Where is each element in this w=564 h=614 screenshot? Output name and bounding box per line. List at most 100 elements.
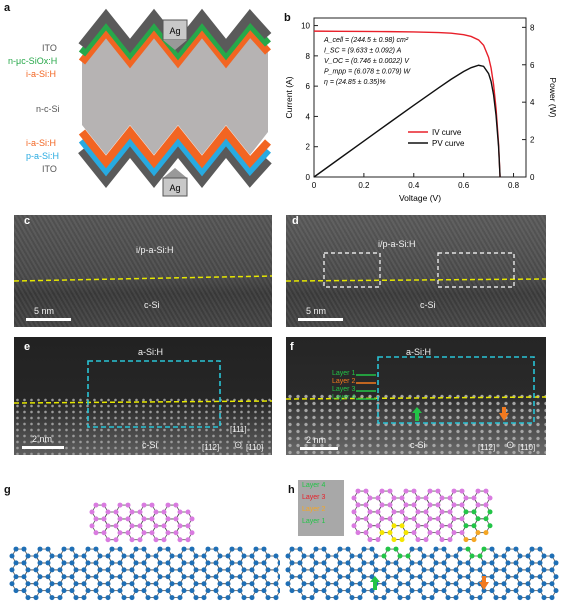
c-si-lattice-h-atom	[357, 553, 363, 559]
c-si-lattice-h-atom	[301, 553, 307, 559]
panel-e: e a-Si:H c-Si 2 nm [111] [112] [110] ⊙	[0, 337, 280, 457]
c-si-lattice-g-atom	[205, 588, 211, 594]
a-si-lattice-g-atom	[93, 502, 99, 508]
c-si-lattice-h-atom	[289, 574, 295, 580]
c-si-lattice-g-atom	[73, 567, 79, 573]
a-si-lattice-h-atom	[355, 502, 361, 508]
a-si-lattice-h-atom	[363, 502, 369, 508]
c-si-lattice-g-atom	[21, 588, 27, 594]
a-si-lattice-h-atom	[415, 509, 421, 515]
c-si-lattice-h-atom	[397, 595, 403, 601]
a-si-lattice-h-atom	[435, 488, 441, 494]
c-si-lattice-g-atom	[129, 581, 135, 587]
c-si-lattice-h-atom	[537, 588, 543, 594]
region-label-c: i/p-a-Si:H	[136, 245, 174, 255]
c-si-lattice-g-atom	[141, 574, 147, 580]
c-si-lattice-g-atom	[273, 595, 279, 601]
a-si-lattice-h-atom	[463, 523, 469, 529]
a-si-lattice-h-atom	[415, 537, 421, 543]
c-si-lattice-h-atom	[297, 588, 303, 594]
a-si-lattice-g-atom	[137, 537, 143, 543]
lattice-model-h	[285, 488, 559, 601]
annotation-0: A_cell = (244.5 ± 0.98) cm²	[323, 37, 409, 44]
a-si-lattice-h-atom	[483, 488, 489, 494]
c-si-lattice-h-atom	[493, 595, 499, 601]
c-si-lattice-g-atom	[201, 567, 207, 573]
a-si-lattice-h-atom	[387, 502, 393, 508]
panel-f: f Layer 1 Layer 2 Layer 3 Layer 4 a-Si:H…	[282, 337, 564, 457]
a-si-lattice-h-atom	[363, 488, 369, 494]
c-si-lattice-g-atom	[165, 588, 171, 594]
lattice-model-g	[9, 502, 280, 601]
c-si-lattice-g-atom	[33, 581, 39, 587]
a-si-lattice-h-atom	[447, 537, 453, 543]
tem-image-d: i/p-a-Si:H c-Si 5 nm	[286, 215, 546, 327]
x-tick-label: 0.4	[408, 181, 420, 190]
c-si-lattice-g-atom	[177, 595, 183, 601]
c-si-lattice-g-atom	[273, 581, 279, 587]
c-si-lattice-h-atom	[457, 560, 463, 566]
c-si-lattice-h-atom	[285, 581, 291, 587]
c-si-lattice-g-atom	[121, 595, 127, 601]
plot-frame	[313, 17, 527, 178]
a-si-lattice-h-atom	[399, 523, 405, 529]
c-si-lattice-h-atom	[513, 574, 519, 580]
scale-bar-f	[300, 447, 338, 450]
direction-label-f-2: [112]	[478, 443, 496, 452]
a-si-lattice-h-atom	[427, 516, 433, 522]
c-si-lattice-g-atom	[129, 553, 135, 559]
y2-tick-label: 2	[530, 136, 535, 145]
c-si-lattice-h-atom	[517, 553, 523, 559]
ag-bottom-label: Ag	[169, 183, 180, 193]
c-si-lattice-g-atom	[145, 567, 151, 573]
ito-bottom-layer	[78, 141, 272, 189]
a-si-lattice-h-atom	[367, 537, 373, 543]
c-si-lattice-h-atom	[429, 553, 435, 559]
a-si-lattice-h-atom	[391, 509, 397, 515]
c-si-lattice-h-atom	[381, 595, 387, 601]
a-si-lattice-h-atom	[415, 523, 421, 529]
c-si-lattice-h-atom	[537, 560, 543, 566]
y2-tick-label: 8	[530, 23, 535, 32]
c-si-lattice-g-atom	[169, 553, 175, 559]
a-si-lattice-h-atom	[375, 509, 381, 515]
zone-axis-icon-e: ⊙	[234, 440, 243, 451]
c-si-lattice-g-atom	[81, 567, 87, 573]
a-si-lattice-g-atom	[101, 502, 107, 508]
interface-line-c	[14, 275, 272, 282]
c-si-lattice-g-atom	[249, 595, 255, 601]
c-si-lattice-g-atom	[157, 574, 163, 580]
c-si-lattice-g-atom	[25, 553, 31, 559]
c-si-lattice-g-atom	[181, 574, 187, 580]
c-si-lattice-h-atom	[417, 546, 423, 552]
c-si-lattice-h-atom	[381, 553, 387, 559]
a-si-lattice-h-atom	[459, 502, 465, 508]
annotation-3: P_mpp = (6.078 ± 0.079) W	[324, 69, 412, 76]
a-si-lattice-h-atom	[459, 516, 465, 522]
a-si-lattice-g-atom	[173, 530, 179, 536]
c-si-lattice-g-atom	[141, 546, 147, 552]
tem-grain-c	[14, 215, 272, 327]
c-si-lattice-h-atom	[325, 553, 331, 559]
a-si-lattice-g-atom	[117, 530, 123, 536]
c-si-lattice-h-atom	[517, 595, 523, 601]
c-si-lattice-g-atom	[189, 574, 195, 580]
c-si-lattice-h-atom	[397, 581, 403, 587]
c-si-lattice-g-atom	[45, 588, 51, 594]
a-si-lattice-h-atom	[483, 516, 489, 522]
c-si-lattice-h-atom	[429, 581, 435, 587]
solar-cell-schematic: Ag Ag	[78, 8, 272, 197]
panel-h: h Layer 4 Layer 3 Layer 2 Layer 1	[282, 478, 564, 610]
c-si-lattice-h-atom	[309, 553, 315, 559]
pv-curve-line	[313, 64, 501, 178]
a-si-lattice-g-atom	[177, 537, 183, 543]
c-si-lattice-h-atom	[549, 581, 555, 587]
c-si-lattice-g-atom	[121, 581, 127, 587]
c-si-lattice-h-atom	[489, 588, 495, 594]
substrate-label-d: c-Si	[420, 300, 436, 310]
direction-label-e-1: [111]	[230, 425, 247, 434]
c-si-lattice-h-atom	[433, 588, 439, 594]
c-si-lattice-h-atom	[321, 546, 327, 552]
a-si-lattice-g-atom	[189, 530, 195, 536]
c-si-lattice-g-atom	[177, 581, 183, 587]
